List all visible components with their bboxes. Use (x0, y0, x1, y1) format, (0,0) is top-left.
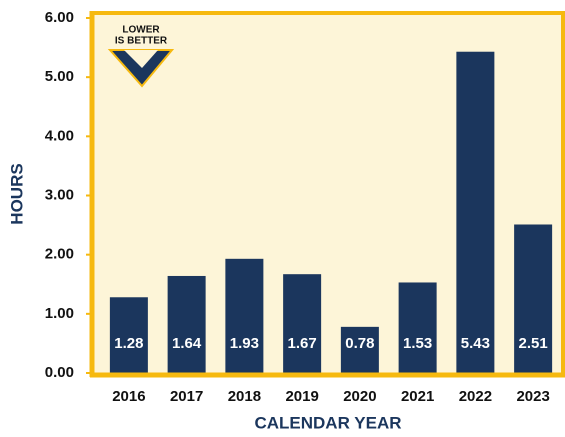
x-tick-label: 2021 (401, 388, 434, 405)
bar (514, 224, 553, 373)
bar (167, 275, 206, 373)
y-axis-title: HOURS (7, 163, 26, 224)
y-tick-label: 3.00 (45, 186, 74, 203)
y-tick-label: 5.00 (45, 68, 74, 85)
y-tick-label: 2.00 (45, 246, 74, 263)
bar (283, 274, 322, 373)
value-label: 1.93 (230, 335, 259, 352)
x-tick-label: 2017 (170, 388, 203, 405)
value-label: 5.43 (461, 335, 490, 352)
x-tick-label: 2016 (112, 388, 145, 405)
x-tick-label: 2022 (459, 388, 492, 405)
value-label: 1.53 (403, 335, 432, 352)
y-tick-label: 0.00 (45, 364, 74, 381)
annotation: IS BETTER (115, 36, 168, 47)
value-label: 1.28 (114, 335, 143, 352)
value-label: 0.78 (345, 335, 374, 352)
y-tick-label: 6.00 (45, 9, 74, 26)
bar (398, 282, 437, 373)
value-label: 1.64 (172, 335, 202, 352)
bar (225, 258, 264, 373)
annotation: LOWER (122, 25, 160, 36)
x-tick-label: 2020 (343, 388, 376, 405)
value-label: 1.67 (288, 335, 317, 352)
bar (109, 297, 148, 373)
bar (456, 51, 495, 373)
y-tick-label: 1.00 (45, 305, 74, 322)
y-tick-label: 4.00 (45, 127, 74, 144)
x-tick-label: 2018 (228, 388, 261, 405)
x-tick-label: 2023 (516, 388, 549, 405)
badge-inner (124, 50, 158, 68)
value-label: 2.51 (519, 335, 548, 352)
x-axis-title: CALENDAR YEAR (254, 413, 401, 432)
bar (340, 326, 379, 373)
x-tick-label: 2019 (285, 388, 318, 405)
